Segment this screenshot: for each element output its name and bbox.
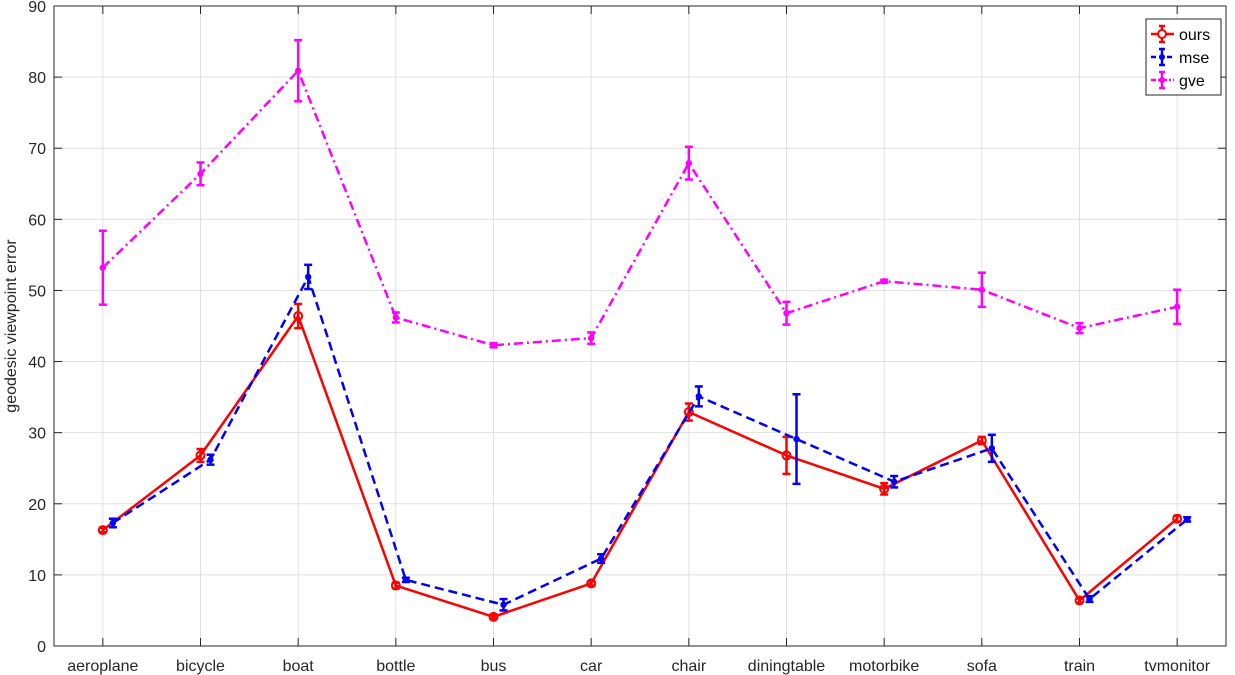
point-gve-bicycle [197, 170, 204, 178]
point-mse-train [1086, 595, 1093, 603]
axis-ticks [54, 5, 1226, 647]
point-gve-aeroplane [99, 264, 107, 271]
point-mse-sofa [988, 445, 996, 452]
point-gve-tvmonitor [1173, 303, 1181, 310]
y-tick-label: 50 [28, 283, 46, 300]
point-gve-motorbike [880, 278, 888, 285]
point-mse-diningtable [793, 435, 800, 443]
legend-marker [1157, 29, 1167, 39]
point-gve-sofa [978, 286, 986, 293]
point-gve-chair [685, 159, 693, 167]
point-mse-bus [500, 601, 507, 608]
y-tick-label: 90 [28, 0, 46, 16]
y-tick-label: 70 [28, 141, 46, 158]
series-gve [98, 38, 1182, 349]
point-gve-boat [294, 67, 302, 74]
point-gve-train [1076, 324, 1083, 332]
point-ours-diningtable [781, 450, 792, 461]
legend-item-mse: mse [1151, 47, 1209, 67]
point-mse-aeroplane [109, 519, 117, 527]
legend-label-ours: ours [1179, 27, 1210, 44]
x-tick-label-car: car [580, 658, 603, 675]
y-tick-label: 60 [28, 212, 46, 229]
y-tick-label: 30 [28, 426, 46, 443]
x-tick-labels: aeroplane bicycle boat bottle bus car chair din… [67, 658, 1210, 675]
point-gve-car [587, 334, 595, 342]
y-tick-label: 0 [37, 639, 46, 656]
point-ours-bicycle [195, 450, 206, 461]
point-ours-bottle [390, 580, 401, 591]
point-ours-boat [293, 311, 304, 322]
errorbar-ours-chair [684, 402, 693, 422]
legend-label-gve: gve [1179, 73, 1205, 90]
legend-marker [1159, 54, 1165, 60]
x-tick-label-motorbike: motorbike [849, 658, 919, 675]
point-ours-car [586, 578, 597, 589]
point-ours-motorbike [879, 483, 890, 494]
x-tick-label-sofa: sofa [967, 658, 997, 675]
point-ours-bus [488, 611, 499, 622]
series-line-ours [102, 314, 1179, 619]
point-mse-bicycle [207, 456, 214, 463]
y-tick-label: 20 [28, 497, 46, 514]
point-gve-bottle [392, 314, 400, 321]
series-ours [97, 302, 1183, 622]
point-mse-tvmonitor [1183, 516, 1191, 523]
x-tick-label-diningtable: diningtable [748, 658, 826, 675]
y-tick-labels: 0 10 20 30 40 50 60 70 80 90 [28, 0, 46, 656]
point-ours-sofa [976, 435, 987, 446]
point-ours-aeroplane [97, 525, 108, 536]
point-mse-chair [695, 393, 703, 400]
series [97, 38, 1192, 622]
x-tick-label-aeroplane: aeroplane [67, 658, 138, 675]
point-mse-motorbike [890, 478, 898, 485]
errorbar-ours-boat [294, 302, 303, 330]
point-mse-car [597, 555, 605, 562]
y-tick-label: 80 [28, 70, 46, 87]
plot-frame [53, 5, 1227, 647]
x-tick-label-bus: bus [481, 658, 507, 675]
legend-item-gve: gve [1151, 70, 1205, 90]
point-gve-diningtable [783, 310, 790, 317]
legend: ours mse gve [1145, 18, 1222, 96]
x-tick-label-bicycle: bicycle [176, 658, 225, 675]
point-ours-chair [683, 407, 694, 418]
x-tick-label-bottle: bottle [376, 658, 415, 675]
grid [54, 5, 1226, 647]
point-gve-bus [490, 342, 497, 349]
series-mse [108, 263, 1192, 612]
x-tick-label-boat: boat [283, 658, 315, 675]
y-axis-label: geodesic viewpoint error [3, 239, 20, 413]
y-tick-label: 10 [28, 568, 46, 585]
series-line-mse [112, 275, 1188, 607]
x-tick-label-tvmonitor: tvmonitor [1144, 658, 1210, 675]
point-mse-boat [304, 273, 312, 281]
legend-marker [1159, 77, 1165, 83]
legend-item-ours: ours [1151, 24, 1210, 44]
legend-label-mse: mse [1179, 50, 1209, 67]
point-ours-tvmonitor [1172, 513, 1183, 524]
x-tick-label-chair: chair [671, 658, 706, 675]
point-mse-bottle [402, 576, 410, 584]
point-ours-train [1074, 595, 1085, 606]
series-line-gve [101, 69, 1178, 347]
y-tick-label: 40 [28, 355, 46, 372]
x-tick-label-train: train [1064, 658, 1095, 675]
